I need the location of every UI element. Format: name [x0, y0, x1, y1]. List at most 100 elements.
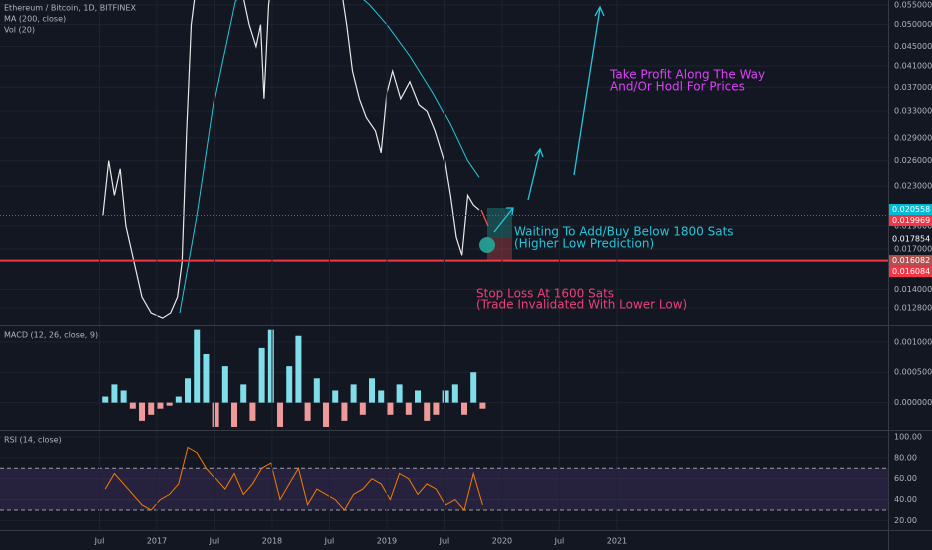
y-tick-label: 0.029000 — [894, 133, 932, 142]
y-tick-label: 0.045000 — [894, 42, 932, 51]
panel-title: Ethereum / Bitcoin, 1D, BITFINEX — [4, 4, 136, 13]
macd-bar — [323, 402, 330, 427]
macd-bar — [396, 384, 403, 403]
macd-bar — [102, 396, 109, 403]
macd-bar — [304, 402, 311, 421]
macd-bar — [286, 366, 293, 403]
macd-bar — [451, 384, 458, 403]
y-tick-label: 0.050000 — [894, 20, 932, 29]
y-tick-label: 80.00 — [894, 453, 917, 462]
y-tick-label: 0.026000 — [894, 156, 932, 165]
macd-bar — [148, 402, 155, 415]
y-tick-label: 0.012800 — [894, 304, 932, 313]
y-tick-label: 0.017000 — [894, 245, 932, 254]
y-tick-label: 0.001000 — [894, 337, 932, 346]
y-tick-label: 0.014000 — [894, 285, 932, 294]
annotation: Take Profit Along The Way — [609, 68, 765, 82]
macd-bar — [221, 366, 228, 403]
x-tick-label: Jul — [439, 537, 450, 546]
macd-bar — [185, 378, 192, 403]
macd-bar — [166, 402, 173, 406]
x-tick-label: Jul — [94, 537, 105, 546]
macd-bar — [295, 335, 302, 403]
macd-bar — [240, 384, 247, 403]
price-label-box — [889, 215, 932, 227]
y-tick-label: 0.055000 — [894, 0, 932, 9]
macd-bar — [461, 402, 468, 415]
plot-layers — [0, 0, 888, 530]
x-tick-label: 2020 — [492, 537, 512, 546]
macd-bar — [120, 390, 127, 403]
target-zone — [487, 208, 512, 238]
x-tick-label: 2019 — [377, 537, 397, 546]
macd-bar — [369, 378, 376, 403]
ma-line — [179, 0, 480, 314]
macd-bar — [387, 402, 394, 415]
annotation: (Higher Low Prediction) — [514, 237, 654, 251]
y-tick-label: 0.041000 — [894, 61, 932, 70]
macd-bar — [203, 353, 210, 403]
price-label: 0.016084 — [892, 267, 930, 276]
annotation: And/Or Hodl For Prices — [610, 80, 745, 94]
price-label: 0.019969 — [892, 216, 930, 225]
macd-bar — [231, 402, 238, 427]
x-tick-label: Jul — [209, 537, 220, 546]
macd-bar — [433, 402, 440, 415]
macd-bar — [378, 390, 385, 403]
annotation: Waiting To Add/Buy Below 1800 Sats — [514, 225, 734, 239]
panel-title: MACD (12, 26, close, 9) — [4, 331, 98, 340]
x-tick-label: Jul — [324, 537, 335, 546]
price-label: 0.017854 — [892, 234, 930, 243]
rsi-line — [104, 446, 483, 512]
macd-bar — [267, 329, 274, 403]
y-tick-label: 100.00 — [894, 433, 922, 442]
price-line — [102, 0, 480, 319]
macd-bar — [332, 390, 339, 403]
macd-bar — [359, 402, 366, 415]
macd-bar — [479, 402, 486, 409]
panel-title: RSI (14, close) — [4, 436, 62, 445]
macd-bar — [194, 329, 201, 403]
macd-bar — [424, 402, 431, 421]
y-tick-label: 0.037000 — [894, 83, 932, 92]
macd-bar — [258, 347, 265, 403]
price-label-box — [889, 255, 932, 267]
y-tick-label: 0.033000 — [894, 107, 932, 116]
macd-bar — [313, 378, 320, 403]
annotation: Stop Loss At 1600 Sats — [476, 287, 614, 301]
panel — [0, 329, 888, 427]
entry-marker — [479, 237, 495, 253]
price-label: 0.020558 — [892, 205, 930, 214]
indicator-label: MA (200, close) — [4, 15, 66, 24]
x-tick-label: 2018 — [262, 537, 282, 546]
macd-bar — [157, 402, 164, 409]
macd-bar — [175, 396, 182, 403]
y-tick-label: 60.00 — [894, 474, 917, 483]
price-label-box — [889, 204, 932, 216]
macd-bar — [129, 402, 136, 409]
macd-bar — [277, 402, 284, 427]
arrows — [480, 5, 605, 233]
x-tick-label: Jul — [554, 537, 565, 546]
price-label: 0.016082 — [892, 256, 930, 265]
macd-bar — [470, 372, 477, 403]
macd-bar — [415, 390, 422, 403]
indicator-label: Vol (20) — [4, 26, 35, 35]
macd-bar — [442, 390, 449, 403]
macd-bar — [249, 402, 256, 421]
price-label-box — [889, 233, 932, 245]
annotation: (Trade Invalidated With Lower Low) — [476, 298, 687, 312]
y-tick-label: 0.023000 — [894, 182, 932, 191]
macd-bar — [139, 402, 146, 421]
macd-bar — [341, 402, 348, 421]
y-tick-label: 20.00 — [894, 516, 917, 525]
x-tick-label: 2021 — [607, 537, 627, 546]
y-tick-label: 0.000000 — [894, 398, 932, 407]
macd-bar — [212, 402, 219, 427]
macd-bar — [405, 402, 412, 415]
macd-bar — [111, 384, 118, 403]
y-tick-label: 40.00 — [894, 495, 917, 504]
y-tick-label: 0.000500 — [894, 368, 932, 377]
